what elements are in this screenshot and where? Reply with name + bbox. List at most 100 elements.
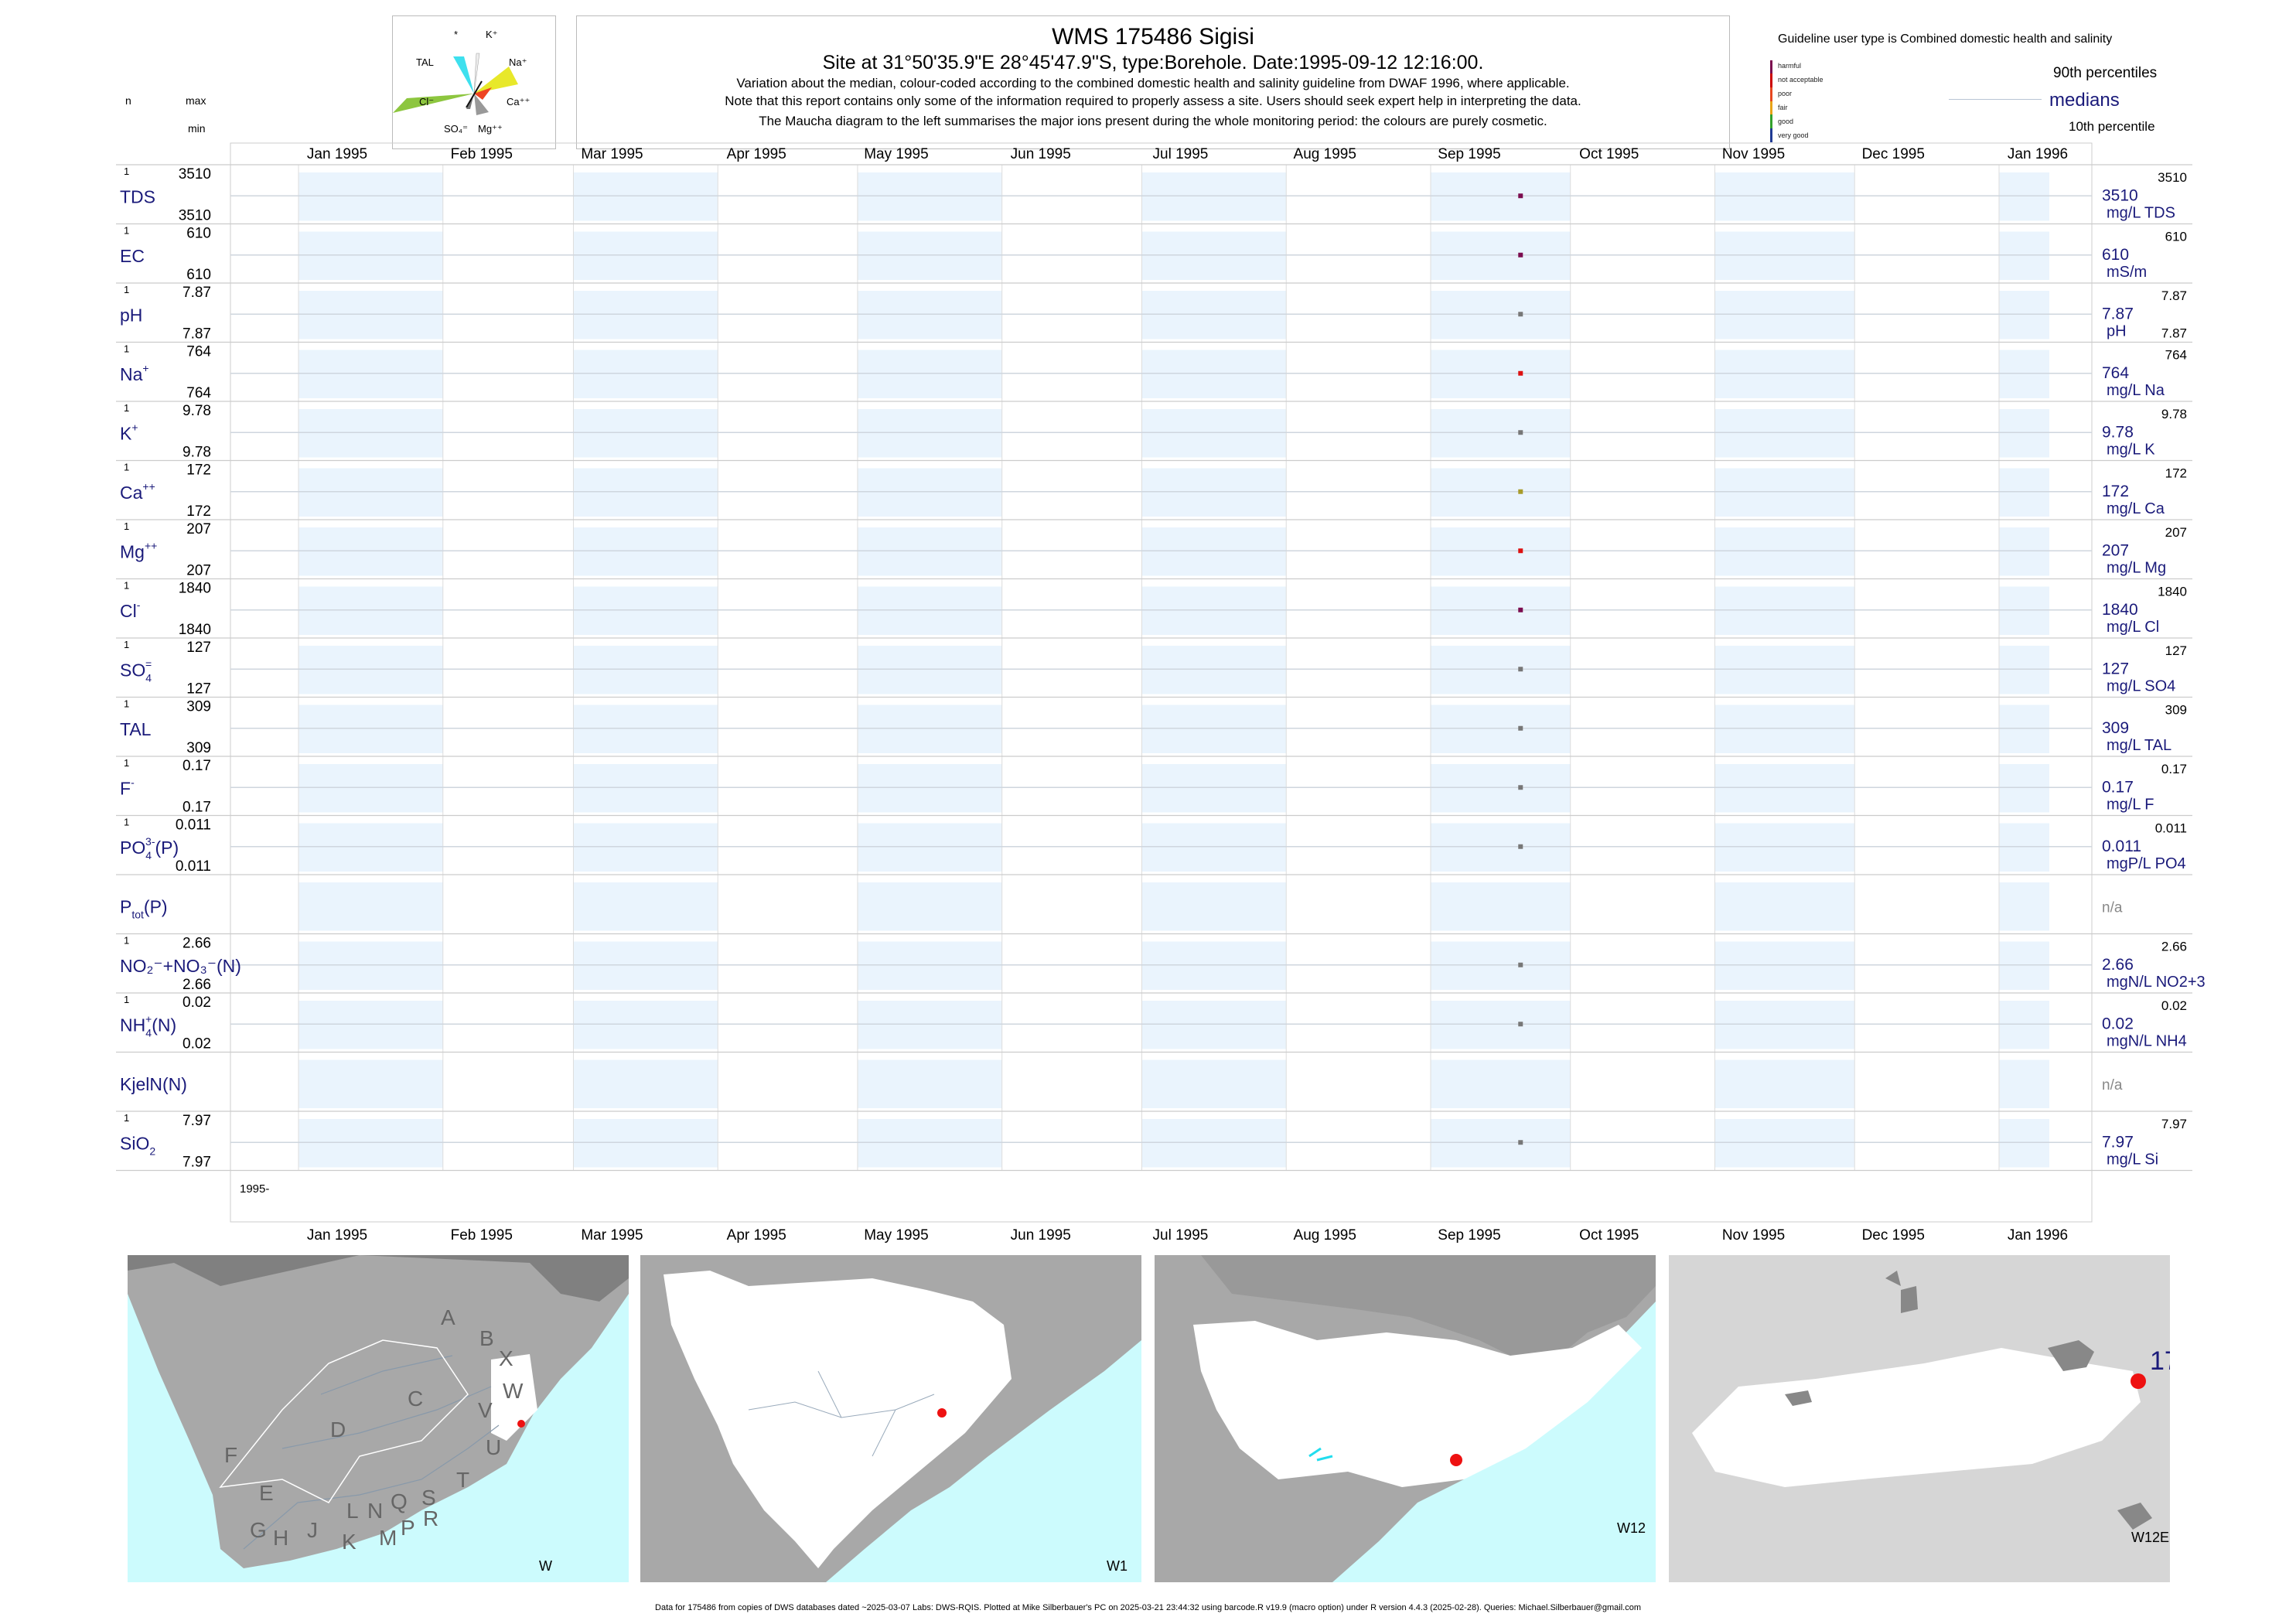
map-letter-n: N — [367, 1499, 384, 1523]
x-tick-label-top: Oct 1995 — [1579, 146, 1639, 162]
month-band — [1714, 409, 1855, 458]
footer-credits: Data for 175486 from copies of DWS datab… — [655, 1603, 1641, 1612]
month-band — [573, 586, 718, 635]
row-min: 127 — [186, 681, 211, 698]
sample-point-nonon — [1518, 962, 1523, 967]
map-letter-d: D — [330, 1418, 346, 1441]
month-band — [1999, 468, 2049, 517]
month-band — [857, 646, 1002, 694]
row-right-max: 1840 — [2158, 585, 2187, 599]
row-label: SO4= — [120, 657, 152, 684]
class-not-acceptable: not acceptable — [1778, 76, 1823, 84]
month-band — [1999, 350, 2049, 398]
month-band — [1999, 882, 2049, 931]
x-tick-label-bottom: Aug 1995 — [1294, 1227, 1356, 1244]
x-tick-label-bottom: Dec 1995 — [1862, 1227, 1925, 1244]
w12e-patch-1 — [2048, 1340, 2094, 1371]
row-unit: mg/L TDS — [2107, 205, 2175, 222]
month-band — [857, 291, 1002, 339]
month-band — [299, 586, 443, 635]
row-right-max: 7.97 — [2161, 1117, 2187, 1131]
month-band — [857, 764, 1002, 813]
month-band — [1141, 823, 1287, 872]
month-band — [1141, 1119, 1287, 1168]
month-band — [1714, 646, 1855, 694]
maucha-k-sector — [473, 53, 480, 94]
row-label: EC — [120, 246, 145, 266]
legend-10th-percentile: 10th percentile — [2069, 119, 2155, 134]
month-band — [299, 291, 443, 339]
month-band — [1430, 823, 1571, 872]
w1-rivers — [748, 1370, 935, 1457]
row-min: 0.17 — [183, 800, 211, 816]
month-band — [1714, 231, 1855, 280]
month-band — [1714, 1001, 1855, 1049]
page-note-2: Note that this report contains only some… — [725, 94, 1581, 108]
map-letter-j: J — [307, 1518, 318, 1542]
row-right-max: 0.17 — [2161, 762, 2187, 776]
row-unit: mg/L Si — [2107, 1151, 2158, 1169]
map-letter-k: K — [342, 1530, 357, 1554]
row-max: 309 — [186, 699, 211, 715]
site-marker-w12e — [2131, 1373, 2146, 1389]
class-poor: poor — [1778, 90, 1793, 97]
plot-frame — [230, 142, 2093, 1223]
map-letter-v: V — [478, 1398, 493, 1422]
row-unit: mg/L F — [2107, 797, 2154, 814]
row-right-median: 764 — [2102, 364, 2129, 382]
month-band — [1430, 291, 1571, 339]
row-label: Cl- — [120, 599, 141, 621]
row-max: 0.17 — [183, 758, 211, 774]
month-band — [299, 172, 443, 221]
row-right-max: 172 — [2165, 466, 2187, 481]
month-band — [857, 527, 1002, 576]
month-band — [1141, 705, 1287, 753]
map-panel-w12: W12 — [1155, 1255, 1656, 1582]
month-band — [573, 882, 718, 931]
row-label: F- — [120, 776, 135, 798]
month-band — [1430, 1059, 1571, 1108]
maucha-diagram-box: * K⁺ TAL Na⁺ Cl⁻ Ca⁺⁺ SO₄⁼ Mg⁺⁺ — [392, 15, 556, 149]
sample-point-tds — [1518, 193, 1523, 199]
row-unit: mg/L Ca — [2107, 500, 2165, 517]
month-band — [857, 468, 1002, 517]
row-min: 3510 — [179, 208, 211, 224]
month-band — [299, 646, 443, 694]
month-band — [857, 409, 1002, 458]
x-tick-label-top: Apr 1995 — [727, 146, 786, 162]
maucha-label-ca: Ca⁺⁺ — [507, 96, 530, 107]
maucha-mg-sector — [474, 94, 489, 115]
water-quality-barcode-chart: Jan 1995 Jan 1995 Feb 1995 Feb 1995 Mar 1995… — [116, 142, 2206, 1244]
page-note-1: Variation about the median, colour-coded… — [736, 76, 1570, 90]
legend-90th-percentiles: 90th percentiles — [2053, 65, 2158, 81]
row-right-max: 2.66 — [2161, 940, 2187, 954]
row-label: Ca++ — [120, 480, 155, 503]
row-right-max: 207 — [2165, 525, 2187, 540]
month-band — [299, 941, 443, 990]
month-band — [1141, 1059, 1287, 1108]
month-band — [1714, 941, 1855, 990]
row-right-median: 127 — [2102, 660, 2129, 677]
page-note-3: The Maucha diagram to the left summarise… — [759, 114, 1547, 128]
map-letter-s: S — [421, 1486, 436, 1510]
month-band — [1999, 291, 2049, 339]
class-good: good — [1778, 118, 1794, 125]
maucha-label-mg: Mg⁺⁺ — [478, 123, 503, 135]
row-right-max: 3510 — [2158, 170, 2187, 185]
northern-land-dark — [128, 1255, 629, 1302]
header-n-label: n — [125, 94, 131, 107]
month-band — [1999, 172, 2049, 221]
w12e-patch-2 — [1901, 1286, 1918, 1313]
x-tick-label-bottom: Mar 1995 — [581, 1227, 643, 1244]
month-band — [1430, 231, 1571, 280]
x-tick-label-top: Mar 1995 — [581, 146, 643, 162]
month-band — [1141, 409, 1287, 458]
map-caption-w12: W12 — [1617, 1520, 1646, 1536]
month-band — [857, 1059, 1002, 1108]
month-band — [573, 764, 718, 813]
row-right-max: 309 — [2165, 703, 2187, 718]
map-letter-p: P — [401, 1516, 415, 1540]
month-band — [1141, 764, 1287, 813]
month-band — [857, 231, 1002, 280]
x-tick-label-bottom: Jul 1995 — [1153, 1227, 1209, 1244]
